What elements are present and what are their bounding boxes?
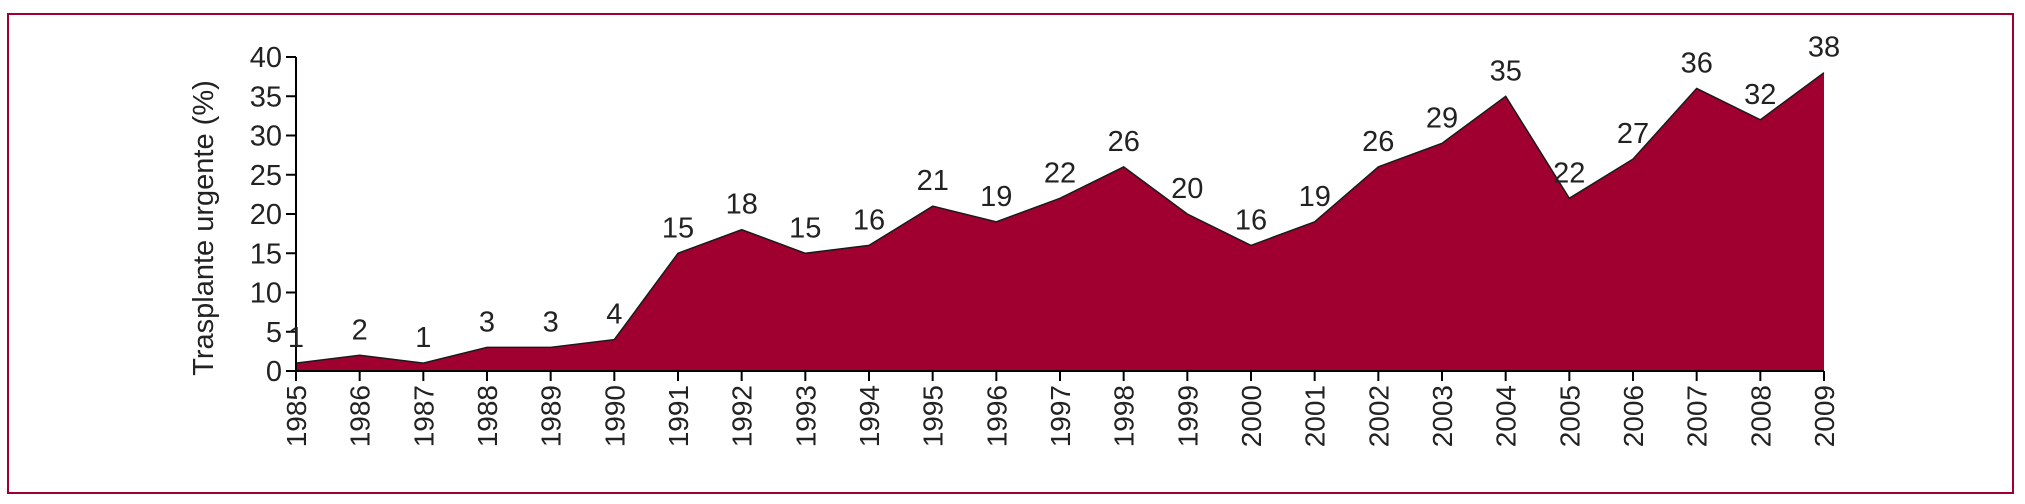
area-outline bbox=[295, 72, 1825, 364]
area-chart: 0 5 10 15 20 25 30 35 40 1985 1986 1987 1988 1989 199… bbox=[188, 32, 1840, 448]
data-label: 16 bbox=[1235, 204, 1267, 236]
data-label: 3 bbox=[479, 306, 495, 338]
data-label: 26 bbox=[1362, 126, 1394, 158]
x-tick-label: 2004 bbox=[1491, 385, 1522, 447]
data-label: 27 bbox=[1617, 118, 1649, 150]
data-label: 3 bbox=[543, 306, 559, 338]
data-label: 19 bbox=[980, 181, 1012, 213]
y-tick-label: 30 bbox=[250, 121, 282, 153]
y-tick-label: 15 bbox=[250, 238, 282, 270]
x-tick-label: 1996 bbox=[981, 385, 1012, 447]
data-label: 15 bbox=[662, 212, 694, 244]
x-tick-label: 1992 bbox=[727, 385, 758, 447]
x-tick-label: 1990 bbox=[599, 385, 630, 447]
y-tick-label: 25 bbox=[250, 160, 282, 192]
x-tick-label: 1989 bbox=[536, 385, 567, 447]
data-label: 36 bbox=[1681, 47, 1713, 79]
x-tick-label: 2002 bbox=[1363, 385, 1394, 447]
y-tick-label: 10 bbox=[250, 278, 282, 310]
data-label: 35 bbox=[1490, 55, 1522, 87]
y-tick-label: 35 bbox=[250, 81, 282, 113]
x-tick-label: 1993 bbox=[790, 385, 821, 447]
x-tick-label: 1987 bbox=[408, 385, 439, 447]
x-tick-label: 1997 bbox=[1045, 385, 1076, 447]
chart-frame: 0 5 10 15 20 25 30 35 40 1985 1986 1987 1988 1989 199… bbox=[7, 13, 2014, 494]
y-tick-label: 20 bbox=[250, 199, 282, 231]
data-label: 4 bbox=[606, 299, 622, 331]
x-tick-label: 2008 bbox=[1745, 385, 1776, 447]
data-label: 22 bbox=[1044, 157, 1076, 189]
data-label: 29 bbox=[1426, 102, 1458, 134]
x-tick-label: 1988 bbox=[472, 385, 503, 447]
data-label: 21 bbox=[917, 165, 949, 197]
data-label: 1 bbox=[415, 322, 431, 354]
x-tick-label: 2007 bbox=[1682, 385, 1713, 447]
y-tick-label: 0 bbox=[266, 356, 282, 388]
x-tick-label: 1999 bbox=[1172, 385, 1203, 447]
area-series bbox=[296, 72, 1824, 371]
x-tick-label: 1995 bbox=[918, 385, 949, 447]
data-label: 1 bbox=[288, 322, 304, 354]
x-tick-label: 2003 bbox=[1427, 385, 1458, 447]
data-label: 26 bbox=[1108, 126, 1140, 158]
data-label: 19 bbox=[1299, 181, 1331, 213]
x-tick-label: 2009 bbox=[1809, 385, 1840, 447]
y-tick-label: 40 bbox=[250, 42, 282, 74]
x-tick-label: 2001 bbox=[1300, 385, 1331, 447]
y-tick-label: 5 bbox=[266, 317, 282, 349]
x-tick-label: 2005 bbox=[1554, 385, 1585, 447]
data-label: 15 bbox=[789, 212, 821, 244]
x-tick-label: 1994 bbox=[854, 385, 885, 447]
x-tick-label: 2000 bbox=[1236, 385, 1267, 447]
data-label: 20 bbox=[1171, 173, 1203, 205]
data-label: 38 bbox=[1808, 32, 1840, 64]
x-tick-label: 1991 bbox=[663, 385, 694, 447]
data-label: 16 bbox=[853, 204, 885, 236]
x-tick-label: 1985 bbox=[281, 385, 312, 447]
data-label: 22 bbox=[1553, 157, 1585, 189]
x-tick-label: 2006 bbox=[1618, 385, 1649, 447]
data-label: 18 bbox=[726, 189, 758, 221]
y-axis-label: Trasplante urgente (%) bbox=[188, 80, 220, 376]
x-tick-label: 1986 bbox=[345, 385, 376, 447]
data-label: 2 bbox=[352, 314, 368, 346]
data-label: 32 bbox=[1744, 79, 1776, 111]
x-tick-label: 1998 bbox=[1109, 385, 1140, 447]
